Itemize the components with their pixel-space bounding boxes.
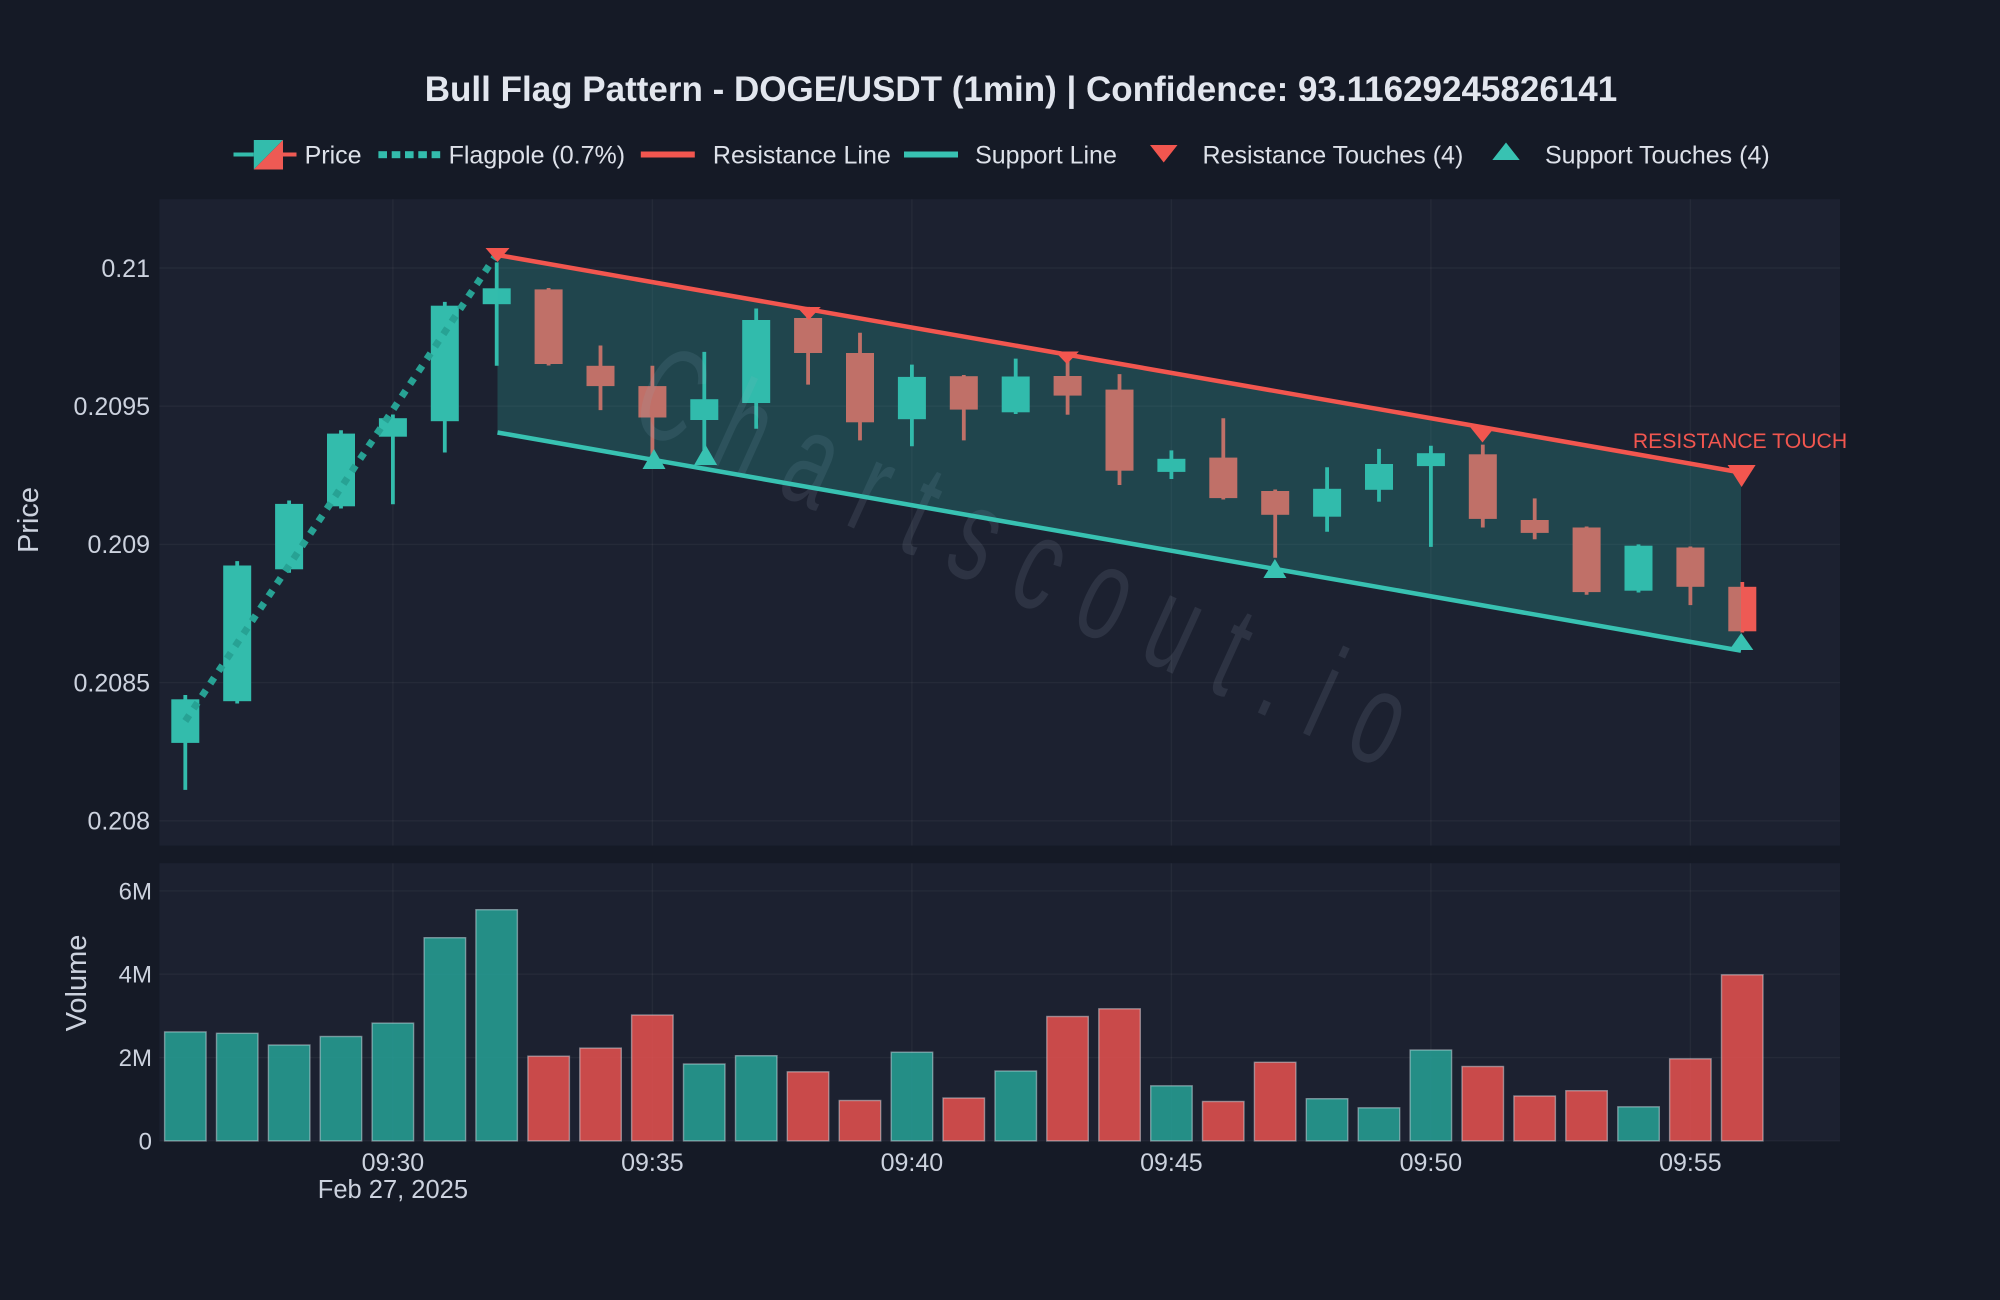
svg-text:0.2095: 0.2095: [74, 393, 150, 421]
svg-text:4M: 4M: [119, 962, 152, 989]
svg-text:0.21: 0.21: [101, 255, 150, 283]
svg-text:09:55: 09:55: [1659, 1149, 1722, 1177]
svg-text:09:35: 09:35: [621, 1149, 684, 1177]
svg-text:2M: 2M: [119, 1045, 152, 1072]
svg-text:Volume: Volume: [61, 935, 93, 1032]
svg-text:Resistance Line: Resistance Line: [713, 142, 891, 170]
svg-text:Price: Price: [305, 142, 362, 170]
svg-text:Price: Price: [13, 487, 45, 553]
svg-text:0: 0: [139, 1128, 152, 1155]
svg-text:Bull Flag Pattern - DOGE/USDT: Bull Flag Pattern - DOGE/USDT (1min) | C…: [425, 70, 1617, 109]
svg-text:0.208: 0.208: [87, 808, 150, 836]
svg-text:Support Line: Support Line: [975, 142, 1117, 170]
svg-text:09:45: 09:45: [1140, 1149, 1203, 1177]
svg-text:Feb 27, 2025: Feb 27, 2025: [318, 1176, 468, 1204]
svg-text:0.209: 0.209: [87, 531, 150, 559]
svg-text:RESISTANCE TOUCH: RESISTANCE TOUCH: [1633, 430, 1847, 453]
svg-text:Resistance Touches (4): Resistance Touches (4): [1203, 142, 1464, 170]
svg-text:0.2085: 0.2085: [74, 669, 150, 697]
svg-text:Flagpole (0.7%): Flagpole (0.7%): [449, 142, 625, 170]
svg-text:09:50: 09:50: [1400, 1149, 1463, 1177]
svg-text:Support Touches (4): Support Touches (4): [1545, 142, 1770, 170]
svg-text:6M: 6M: [119, 878, 152, 905]
svg-text:09:30: 09:30: [362, 1149, 425, 1177]
svg-text:09:40: 09:40: [881, 1149, 944, 1177]
